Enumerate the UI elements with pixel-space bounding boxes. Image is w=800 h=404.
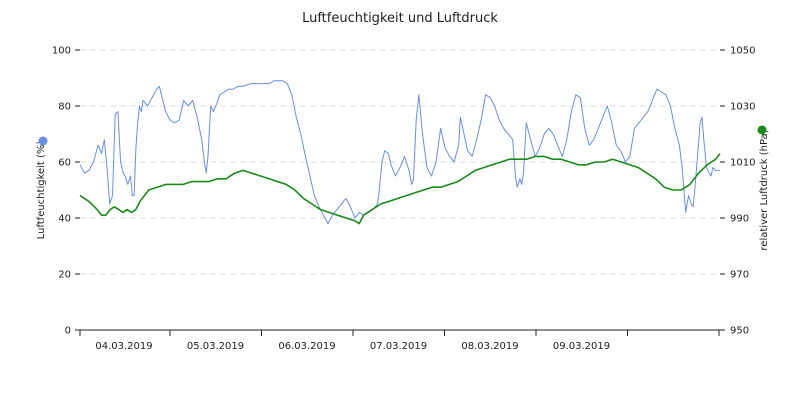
pressure-legend-marker[interactable] bbox=[757, 125, 767, 135]
left-y-axis-title: Luftfeuchtigkeit (%) bbox=[36, 141, 47, 240]
x-tick-label: 08.03.2019 bbox=[461, 341, 518, 352]
x-tick-label: 06.03.2019 bbox=[278, 341, 335, 352]
series bbox=[79, 80, 721, 225]
humidity-series-line bbox=[79, 80, 720, 225]
x-tick-label: 09.03.2019 bbox=[553, 341, 610, 352]
x-tick-label: 04.03.2019 bbox=[95, 341, 152, 352]
humidity-legend-marker[interactable] bbox=[38, 136, 48, 146]
left-tick-label: 80 bbox=[58, 102, 71, 113]
right-tick-label: 950 bbox=[730, 326, 749, 337]
right-tick-label: 1050 bbox=[730, 46, 755, 57]
x-axis-ticks: 04.03.2019 05.03.2019 06.03.2019 07.03.2019… bbox=[79, 330, 720, 352]
left-tick-label: 100 bbox=[52, 46, 71, 57]
grid-lines bbox=[80, 49, 720, 275]
left-tick-label: 0 bbox=[65, 326, 71, 337]
right-tick-label: 970 bbox=[730, 270, 749, 281]
chart-title: Luftfeuchtigkeit und Luftdruck bbox=[302, 11, 498, 26]
x-tick-label: 05.03.2019 bbox=[187, 341, 244, 352]
x-tick-label: 07.03.2019 bbox=[370, 341, 427, 352]
right-tick-label: 1010 bbox=[730, 158, 755, 169]
right-tick-label: 990 bbox=[730, 214, 749, 225]
pressure-series-line bbox=[79, 153, 721, 225]
right-y-axis-ticks: 950 970 990 1010 1030 1050 bbox=[720, 46, 755, 337]
right-y-axis-title: relativer Luftdruck (hPa) bbox=[759, 129, 770, 250]
left-tick-label: 20 bbox=[58, 270, 71, 281]
left-tick-label: 40 bbox=[58, 214, 71, 225]
left-y-axis-ticks: 0 20 40 60 80 100 bbox=[52, 46, 80, 337]
right-tick-label: 1030 bbox=[730, 102, 755, 113]
left-tick-label: 60 bbox=[58, 158, 71, 169]
